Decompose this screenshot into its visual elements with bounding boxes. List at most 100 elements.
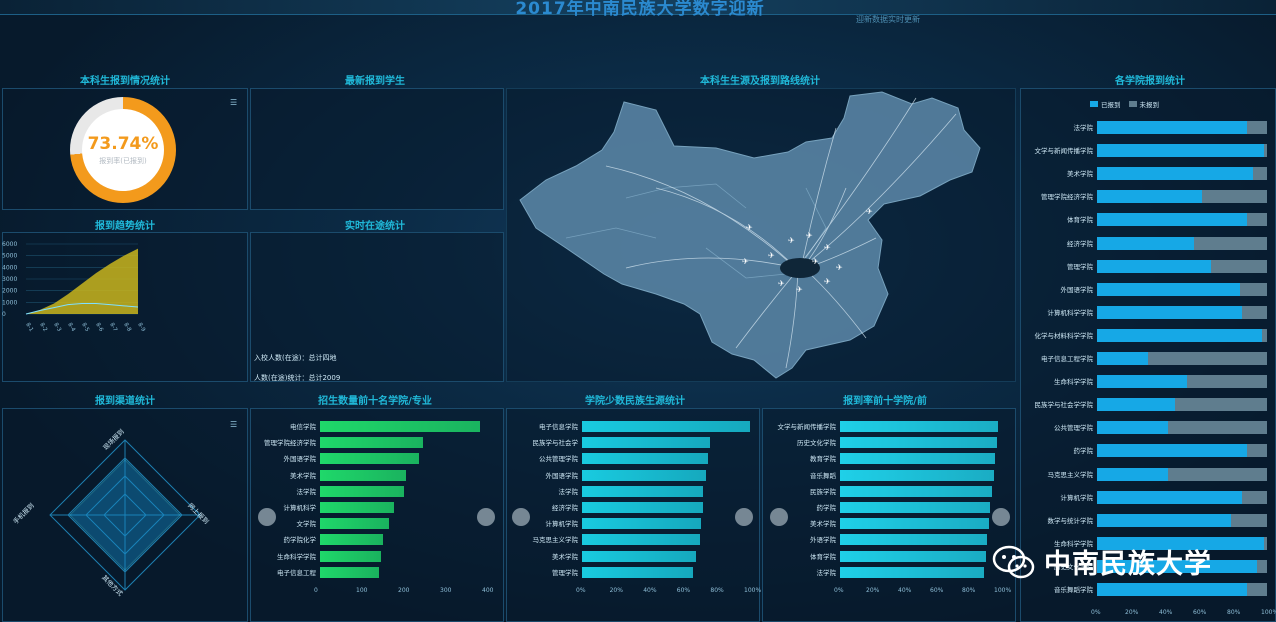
- bar-label: 电子信息学院: [539, 423, 578, 431]
- x-tick: 8-1: [24, 322, 34, 333]
- scroll-right-button[interactable]: [477, 508, 495, 526]
- college-bar[interactable]: [1097, 282, 1267, 296]
- bar-label: 法学院: [816, 568, 837, 577]
- bar-label: 电子信息工程: [277, 568, 316, 577]
- y-tick: 6000: [2, 241, 17, 248]
- bar[interactable]: [840, 421, 998, 432]
- bar[interactable]: [320, 502, 394, 513]
- college-bar-label: 管理学院经济学院: [1041, 193, 1093, 202]
- bar[interactable]: [320, 421, 480, 432]
- college-bar[interactable]: [1097, 305, 1267, 319]
- college-bar-done: [1097, 121, 1247, 134]
- college-bar[interactable]: [1097, 328, 1267, 342]
- college-bar-label: 管理学院: [1067, 262, 1093, 271]
- scroll-right-button[interactable]: [992, 508, 1010, 526]
- bar-label: 外国语学院: [545, 471, 579, 480]
- bar[interactable]: [320, 550, 381, 562]
- cumulative-area: [26, 248, 138, 314]
- bar[interactable]: [320, 437, 423, 449]
- bar-label: 药学院: [816, 504, 837, 512]
- bar[interactable]: [320, 469, 406, 481]
- college-bar[interactable]: [1097, 144, 1267, 158]
- college-legend: 已报到 未报到: [1090, 99, 1159, 109]
- bar[interactable]: [582, 566, 693, 578]
- bar-label: 经济学院: [552, 504, 578, 512]
- bar[interactable]: [840, 437, 997, 449]
- svg-text:✈: ✈: [824, 277, 831, 286]
- bar-label: 药学院化学: [283, 536, 317, 545]
- bar[interactable]: [840, 566, 984, 578]
- college-bar-done: [1097, 213, 1247, 227]
- college-bar[interactable]: [1097, 352, 1267, 365]
- bar[interactable]: [320, 485, 404, 497]
- svg-text:✈: ✈: [836, 263, 843, 272]
- bar-label: 马克思主义学院: [532, 536, 579, 545]
- bar[interactable]: [840, 485, 992, 497]
- college-bar[interactable]: [1097, 236, 1267, 250]
- china-map[interactable]: ✈ ✈ ✈ ✈ ✈ ✈ ✈ ✈ ✈ ✈ ✈ ✈: [506, 88, 1014, 380]
- page-title: 2017年中南民族大学数字迎新: [515, 0, 765, 19]
- bar[interactable]: [582, 485, 703, 497]
- college-bar-label: 文学与新闻传播学院: [1034, 147, 1094, 156]
- bar-label: 计算机科学: [283, 504, 317, 512]
- menu-icon[interactable]: ☰: [230, 98, 238, 107]
- x-tick: 8-3: [52, 322, 62, 333]
- scroll-left-button[interactable]: [770, 508, 788, 526]
- college-bar[interactable]: [1097, 213, 1267, 227]
- college-bar[interactable]: [1097, 583, 1267, 596]
- scroll-left-button[interactable]: [258, 508, 276, 526]
- bar-label: 文学与新闻传播学院: [777, 423, 837, 431]
- bar[interactable]: [582, 437, 710, 449]
- bar[interactable]: [582, 453, 708, 465]
- x-tick: 8-5: [80, 322, 90, 333]
- college-bar[interactable]: [1097, 559, 1267, 573]
- bar[interactable]: [320, 534, 383, 546]
- college-bar-done: [1097, 305, 1242, 319]
- college-bar-label: 药学院: [1073, 447, 1094, 456]
- college-bar[interactable]: [1097, 121, 1267, 134]
- college-bar-label: 历史文化学院: [1054, 562, 1093, 571]
- college-bar[interactable]: [1097, 513, 1267, 527]
- college-bar[interactable]: [1097, 167, 1267, 181]
- bar[interactable]: [840, 453, 995, 465]
- menu-icon[interactable]: ☰: [230, 420, 238, 429]
- svg-text:✈: ✈: [768, 251, 775, 260]
- bar[interactable]: [582, 534, 700, 546]
- college-bar[interactable]: [1097, 259, 1267, 273]
- undergrad-title: 本科生报到情况统计: [80, 76, 170, 87]
- bar[interactable]: [582, 469, 706, 481]
- bar[interactable]: [582, 518, 701, 530]
- stay-line-2: 人数(在途)统计：总计2009: [254, 374, 341, 382]
- college-bar[interactable]: [1097, 444, 1267, 458]
- college-bar-done: [1097, 375, 1187, 389]
- college-bar[interactable]: [1097, 190, 1267, 204]
- college-bar[interactable]: [1097, 398, 1267, 412]
- college-bar-done: [1097, 190, 1202, 204]
- bar[interactable]: [840, 534, 987, 546]
- bar[interactable]: [840, 550, 986, 562]
- scroll-left-button[interactable]: [512, 508, 530, 526]
- bar[interactable]: [582, 421, 750, 432]
- axis-tick: 400: [482, 587, 494, 594]
- legend-done[interactable]: 已报到: [1090, 99, 1121, 109]
- bar[interactable]: [840, 518, 989, 530]
- page-subtitle: 迎新数据实时更新: [856, 15, 920, 24]
- college-bar[interactable]: [1097, 467, 1267, 481]
- bar[interactable]: [582, 502, 703, 513]
- bar[interactable]: [320, 566, 379, 578]
- x-tick: 8-4: [66, 322, 76, 333]
- legend-todo[interactable]: 未报到: [1128, 99, 1159, 109]
- college-bar[interactable]: [1097, 536, 1267, 550]
- bar[interactable]: [840, 469, 994, 481]
- bar[interactable]: [840, 502, 990, 513]
- college-bar-label: 计算机科学学院: [1047, 308, 1094, 317]
- scroll-right-button[interactable]: [735, 508, 753, 526]
- college-bar[interactable]: [1097, 375, 1267, 389]
- college-bar[interactable]: [1097, 490, 1267, 504]
- bar[interactable]: [320, 518, 389, 530]
- bar[interactable]: [320, 453, 419, 465]
- bar[interactable]: [582, 550, 696, 562]
- college-bar-label: 计算机学院: [1060, 493, 1094, 502]
- radar-chart: [49, 439, 201, 591]
- college-bar[interactable]: [1097, 421, 1267, 435]
